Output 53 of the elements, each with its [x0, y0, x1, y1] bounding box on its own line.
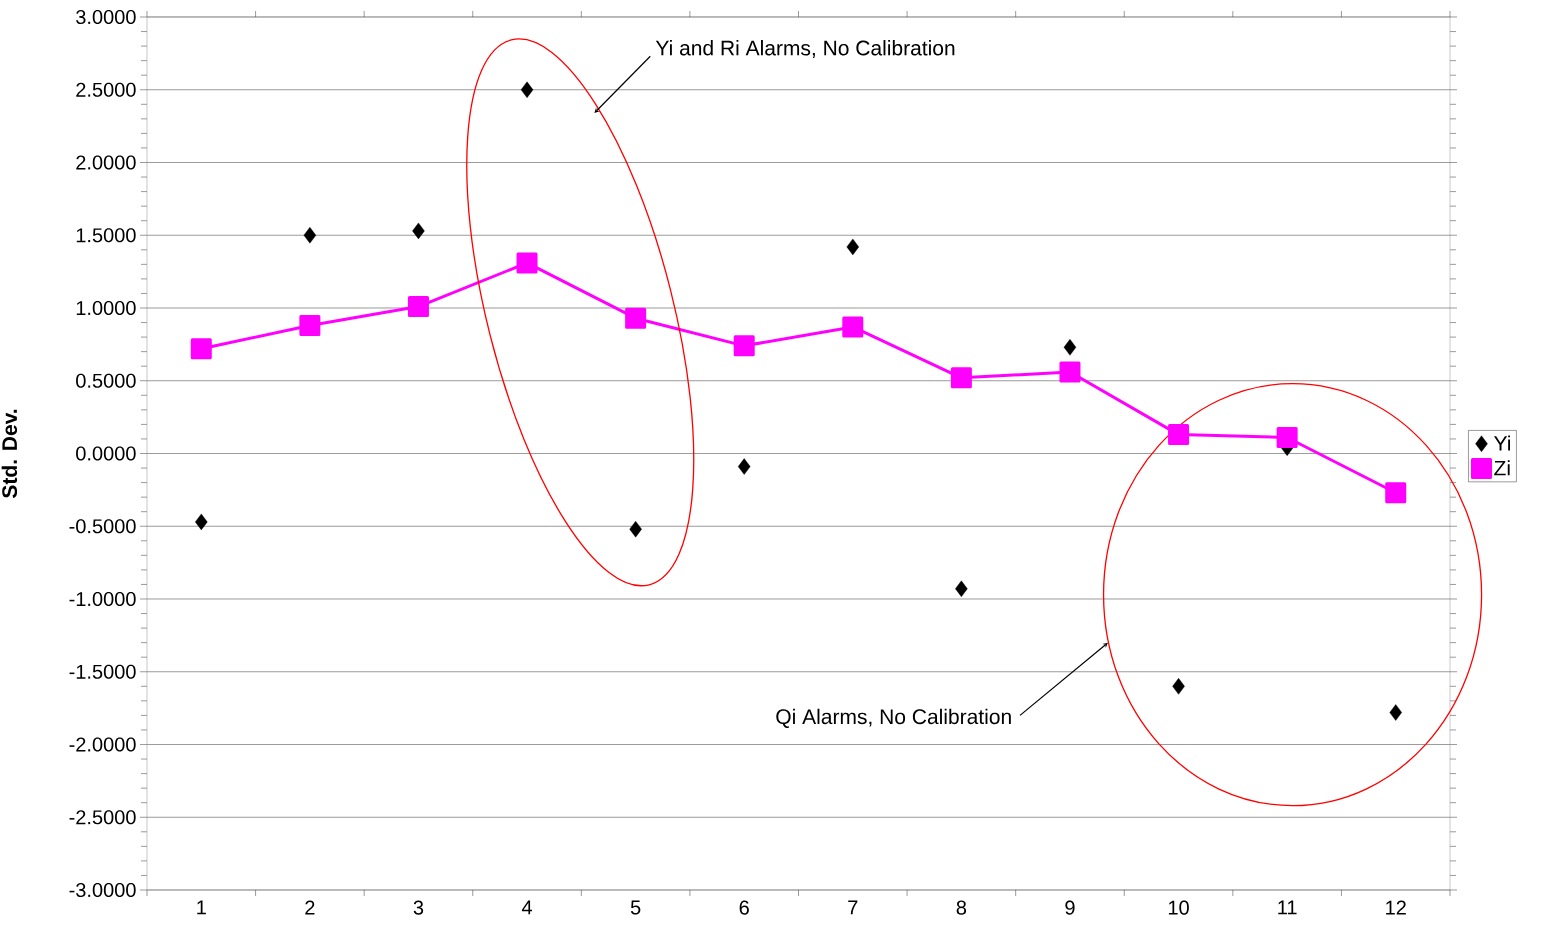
x-tick-label: 5 [630, 900, 641, 915]
y-tick-label: 1.5000 [76, 228, 136, 243]
point [1385, 482, 1407, 504]
x-tick-label: 11 [1278, 900, 1297, 915]
point [1168, 424, 1190, 446]
legend-label: Zi [1494, 460, 1510, 476]
point [412, 222, 425, 240]
y-tick-label: 1.0000 [76, 300, 136, 316]
y-tick-label: -1.0000 [69, 591, 136, 607]
y-tick-label: -3.0000 [69, 882, 136, 898]
point [1172, 678, 1185, 695]
point [190, 338, 212, 360]
y-tick-label: -2.0000 [69, 737, 136, 752]
y-tick-label: -1.5000 [69, 664, 136, 679]
y-tick-label: -2.5000 [69, 810, 136, 825]
x-tick-label: 12 [1386, 900, 1406, 915]
x-tick-label: 4 [521, 900, 533, 915]
point [516, 252, 538, 274]
point [625, 307, 647, 329]
x-tick-label: 7 [848, 900, 858, 915]
point [303, 227, 317, 244]
x-tick-label: 6 [739, 900, 749, 915]
point [1389, 704, 1402, 721]
point [955, 580, 968, 598]
x-tick-label: 3 [413, 900, 424, 915]
x-tick-label: 8 [956, 900, 967, 915]
annotation: Yi and Ri Alarms, No Calibration [655, 40, 955, 58]
point [1276, 426, 1298, 448]
point [738, 458, 751, 475]
point [846, 238, 859, 256]
point [195, 513, 208, 531]
x-tick-label: 9 [1065, 900, 1075, 915]
x-tick-label: 2 [305, 900, 315, 915]
point [1059, 361, 1081, 383]
y-tick-label: 0.5000 [76, 373, 136, 388]
point [842, 316, 864, 338]
point [950, 367, 972, 389]
legend-label: Yi [1493, 435, 1511, 451]
y-tick-label: -0.5000 [69, 519, 136, 534]
point [629, 520, 642, 538]
point [733, 335, 755, 357]
point [520, 81, 534, 98]
x-tick-label: 1 [197, 900, 206, 915]
y-tick-label: 2.5000 [76, 82, 136, 97]
x-tick-label: 10 [1168, 900, 1189, 915]
point [407, 296, 429, 318]
y-tick-label: 3.0000 [76, 9, 136, 25]
point [1063, 339, 1077, 356]
annotation: Qi Alarms, No Calibration [776, 708, 1011, 728]
y-axis-title: Std. Dev. [1, 409, 18, 499]
point [299, 314, 321, 336]
y-tick-label: 0.0000 [76, 446, 136, 461]
y-tick-label: 2.0000 [76, 155, 136, 170]
